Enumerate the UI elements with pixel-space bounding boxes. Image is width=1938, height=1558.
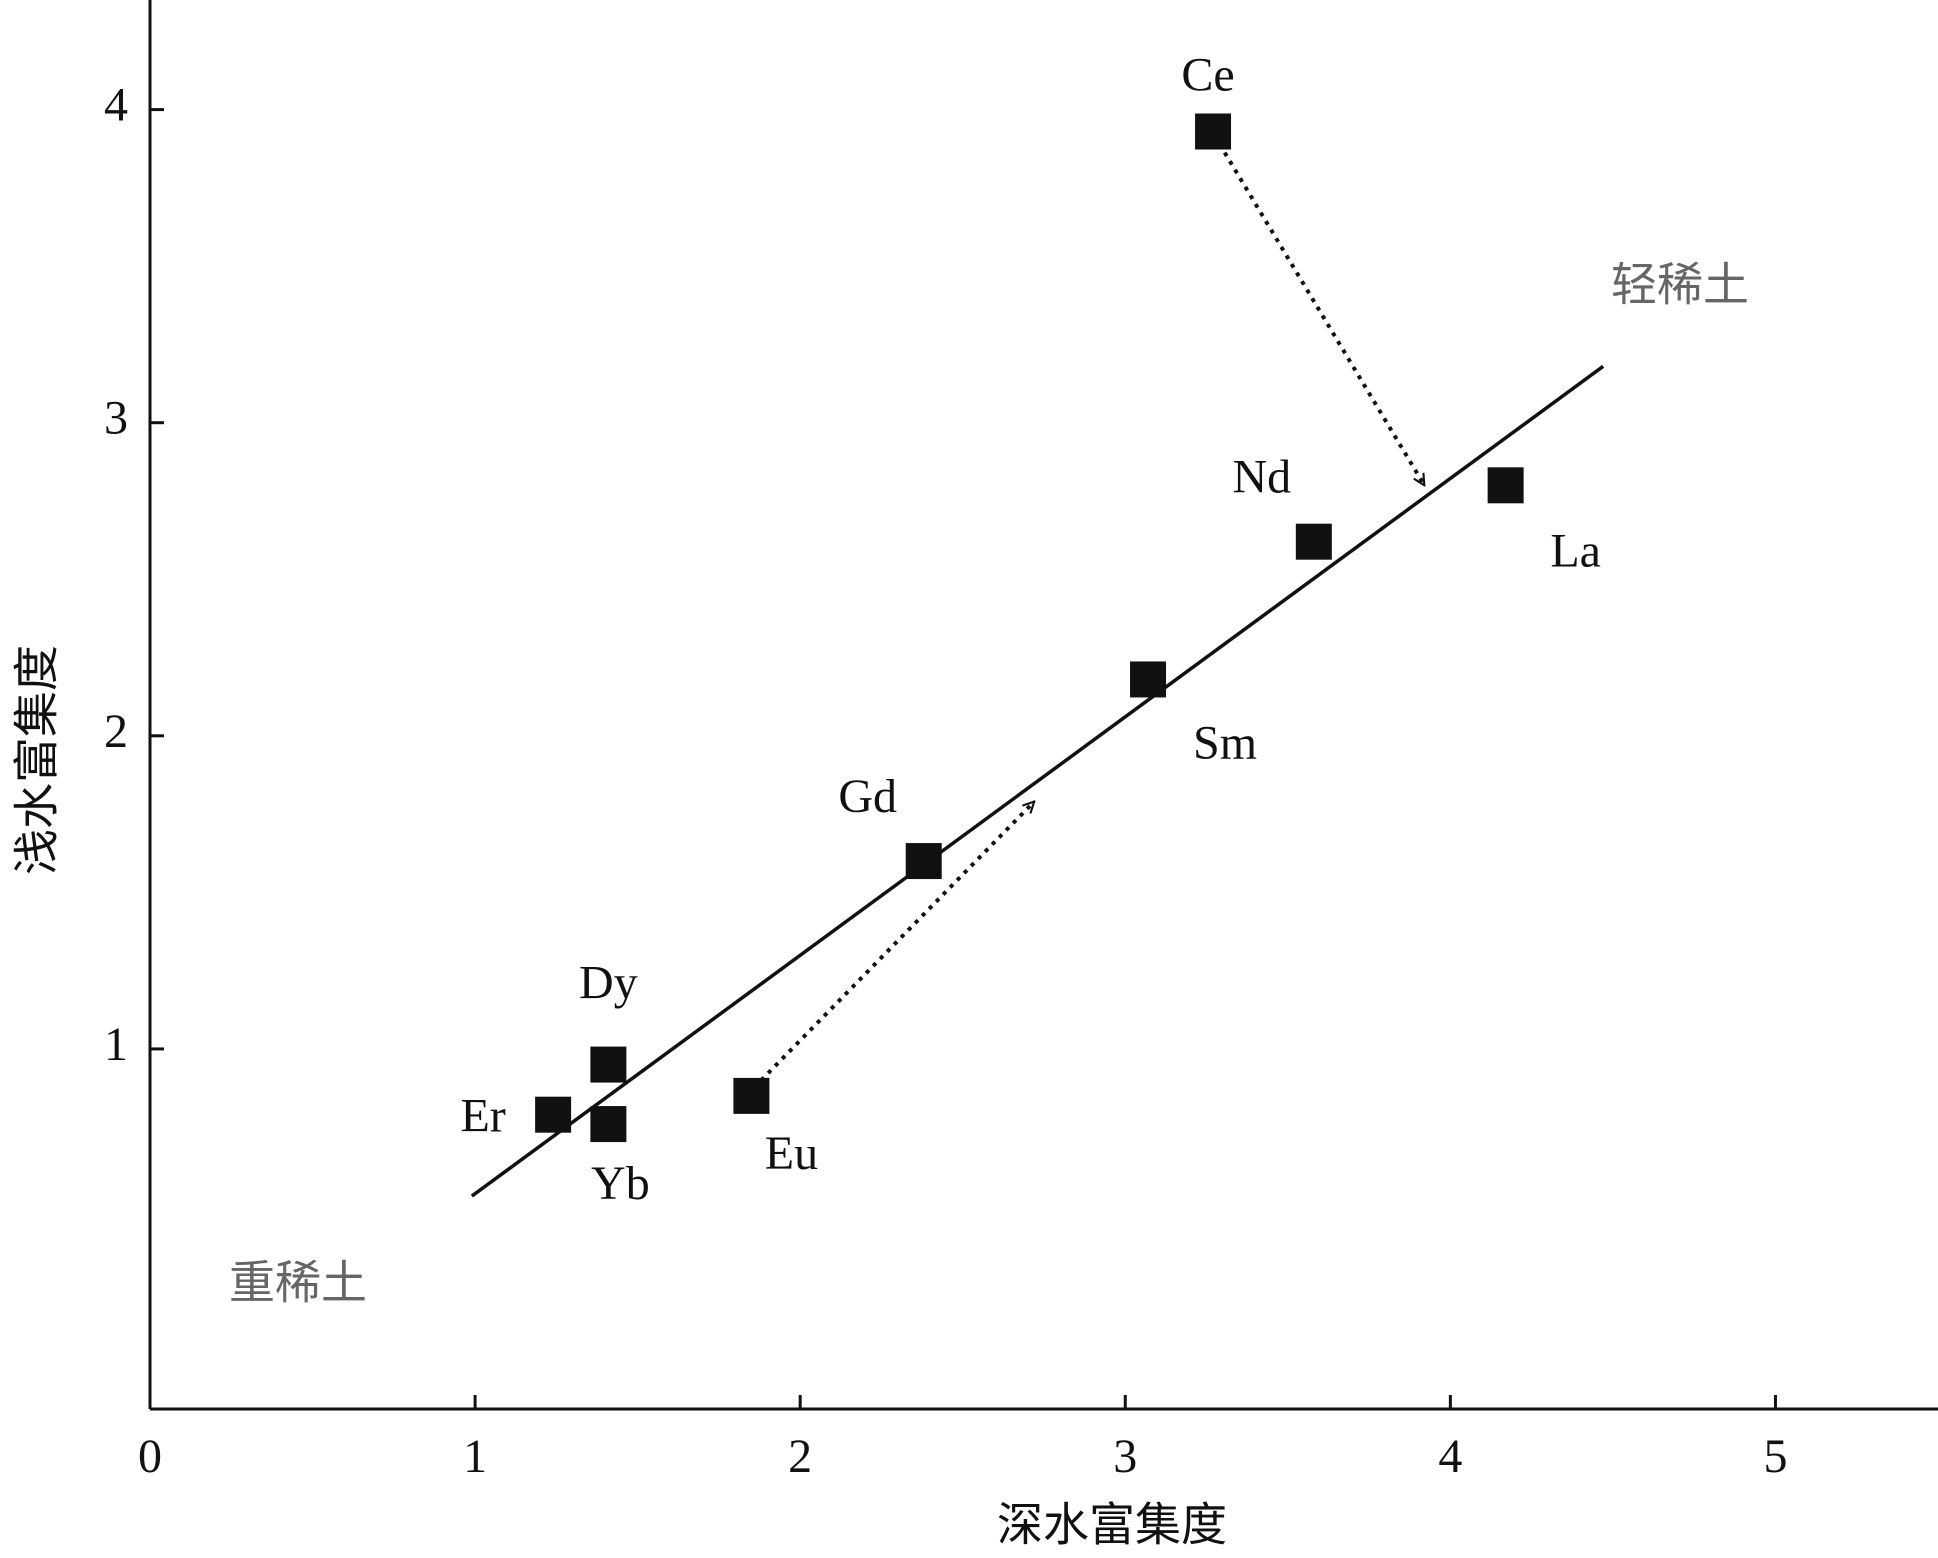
point bbox=[1487, 467, 1524, 504]
x-axis-label: 深水富集度 bbox=[997, 1498, 1227, 1552]
x-tick-label: 1 bbox=[463, 1430, 487, 1483]
x-tick-label: 3 bbox=[1113, 1430, 1137, 1483]
point bbox=[733, 1077, 770, 1114]
x-tick-label: 2 bbox=[788, 1430, 812, 1483]
y-tick-label: 3 bbox=[104, 392, 128, 445]
fit-line bbox=[470, 364, 1605, 1198]
arrow-line bbox=[1217, 143, 1427, 485]
x-tick-label: 4 bbox=[1438, 1430, 1462, 1483]
point bbox=[1195, 113, 1232, 150]
light-ree-label: 轻稀土 bbox=[1611, 258, 1749, 312]
y-tick-label: 2 bbox=[104, 705, 128, 758]
y-tick-label: 4 bbox=[104, 79, 128, 132]
y-tick-label: 1 bbox=[104, 1018, 128, 1071]
heavy-ree-label: 重稀土 bbox=[229, 1256, 367, 1310]
arrow-line bbox=[759, 802, 1034, 1082]
point bbox=[535, 1096, 572, 1133]
point-label: Dy bbox=[579, 957, 638, 1010]
point bbox=[590, 1046, 627, 1083]
x-tick-label: 5 bbox=[1763, 1430, 1787, 1483]
point bbox=[590, 1106, 627, 1143]
x-tick-label: 0 bbox=[138, 1430, 162, 1483]
point-label: Eu bbox=[765, 1127, 818, 1180]
point bbox=[905, 843, 942, 880]
point-label: La bbox=[1550, 524, 1601, 577]
y-axis-label: 浅水富集度 bbox=[10, 645, 64, 875]
point bbox=[1295, 523, 1332, 560]
point-label: Nd bbox=[1232, 451, 1291, 504]
point bbox=[1130, 661, 1167, 698]
point-label: Ce bbox=[1181, 49, 1234, 102]
point-label: Sm bbox=[1193, 716, 1257, 769]
point-label: Er bbox=[460, 1090, 505, 1143]
point-label: Yb bbox=[591, 1157, 650, 1210]
point-label: Gd bbox=[838, 770, 897, 823]
